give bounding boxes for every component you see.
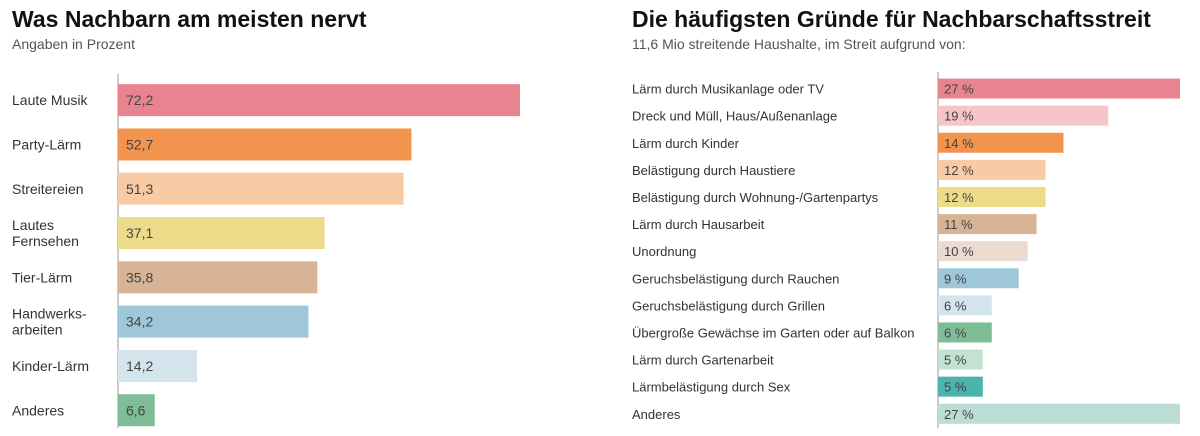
right-category-label: Lärm durch Kinder [632,136,740,151]
left-value-label: 52,7 [126,136,153,152]
left-bar [118,305,309,338]
left-category-label: Streitereien [12,181,84,197]
right-bar [938,295,992,316]
left-value-label: 72,2 [126,92,153,108]
right-bar-chart: 27 % Lärm durch Musikanlage oder TV 19 % Dr… [632,72,1180,428]
left-bar [118,172,404,205]
right-value-label: 6 % [944,298,967,313]
left-bar-chart: 72,2 Laute Musik 52,7 Party-Lärm 51,3 Streite… [12,74,520,428]
left-bar [118,394,155,427]
left-value-label: 35,8 [126,269,153,285]
right-category-label: Lärmbelästigung durch Sex [632,380,791,395]
left-value-label: 51,3 [126,181,153,197]
left-category-label: Laute Musik [12,92,88,108]
chart-left-subtitle: Angaben in Prozent [12,36,135,52]
left-bar [118,217,325,250]
left-bar [118,84,520,117]
right-value-label: 9 % [944,271,967,286]
left-category-label: Anderes [12,402,64,418]
right-value-label: 6 % [944,325,967,340]
chart-left-title: Was Nachbarn am meisten nervt [12,6,367,32]
left-category-label: Handwerks-arbeiten [12,306,87,338]
left-bar [118,261,318,294]
right-value-label: 11 % [944,217,973,232]
right-bar [938,186,1046,207]
chart-right-title: Die häufigsten Gründe für Nachbarschafts… [632,6,1151,32]
right-bar [938,214,1037,235]
right-value-label: 12 % [944,163,974,178]
right-category-label: Dreck und Müll, Haus/Außenanlage [632,109,837,124]
left-bar [118,128,412,161]
right-value-label: 5 % [944,353,967,368]
right-bar [938,403,1180,424]
right-bar [938,349,983,370]
right-category-label: Unordnung [632,244,696,259]
right-value-label: 27 % [944,82,974,97]
right-bar [938,376,983,397]
right-category-label: Belästigung durch Wohnung-/Gartenpartys [632,190,879,205]
right-value-label: 27 % [944,407,974,422]
right-bar [938,241,1028,262]
left-value-label: 34,2 [126,314,153,330]
right-category-label: Übergroße Gewächse im Garten oder auf Ba… [632,325,915,340]
right-bar [938,159,1046,180]
chart-right: Die häufigsten Gründe für Nachbarschafts… [632,0,1192,436]
right-category-label: Lärm durch Hausarbeit [632,217,765,232]
right-category-label: Anderes [632,407,681,422]
right-value-label: 12 % [944,190,974,205]
right-bar [938,132,1064,153]
right-category-label: Lärm durch Gartenarbeit [632,353,774,368]
right-value-label: 5 % [944,380,967,395]
left-category-label: Lautes Fernsehen [12,217,79,249]
right-bar [938,322,992,343]
left-category-label: Party-Lärm [12,136,81,152]
right-category-label: Belästigung durch Haustiere [632,163,795,178]
left-bar [118,349,198,382]
right-bar [938,78,1180,99]
right-value-label: 19 % [944,109,974,124]
left-category-label: Tier-Lärm [12,269,72,285]
left-category-label: Kinder-Lärm [12,358,89,374]
right-value-label: 14 % [944,136,974,151]
left-value-label: 37,1 [126,225,153,241]
right-category-label: Lärm durch Musikanlage oder TV [632,82,824,97]
right-value-label: 10 % [944,244,974,259]
chart-left: Was Nachbarn am meisten nervt Angaben in… [12,0,572,436]
left-value-label: 6,6 [126,402,146,418]
right-category-label: Geruchsbelästigung durch Rauchen [632,271,839,286]
chart-right-subtitle: 11,6 Mio streitende Haushalte, im Streit… [632,36,966,52]
left-value-label: 14,2 [126,358,153,374]
right-bar [938,268,1019,289]
right-bar [938,105,1109,126]
right-category-label: Geruchsbelästigung durch Grillen [632,298,825,313]
